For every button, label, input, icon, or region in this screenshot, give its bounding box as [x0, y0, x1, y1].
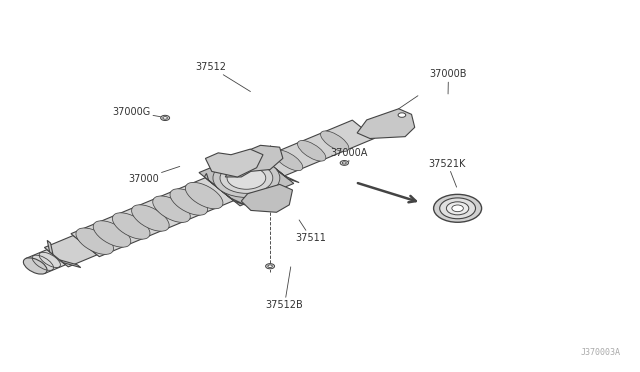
Ellipse shape	[268, 265, 273, 267]
Text: 37000A: 37000A	[331, 148, 368, 162]
Ellipse shape	[452, 205, 463, 212]
Polygon shape	[205, 149, 263, 177]
Text: 37511: 37511	[296, 220, 326, 243]
Ellipse shape	[340, 160, 349, 165]
Ellipse shape	[434, 194, 481, 222]
Polygon shape	[220, 189, 245, 205]
Polygon shape	[258, 151, 273, 167]
Ellipse shape	[113, 213, 150, 239]
Text: 37000: 37000	[128, 166, 180, 183]
Ellipse shape	[447, 202, 468, 215]
Ellipse shape	[220, 163, 273, 193]
Polygon shape	[26, 250, 66, 273]
Polygon shape	[44, 235, 97, 267]
Ellipse shape	[266, 264, 275, 269]
Polygon shape	[262, 120, 374, 176]
Ellipse shape	[153, 196, 190, 222]
Ellipse shape	[132, 205, 169, 231]
Text: J370003A: J370003A	[581, 348, 621, 357]
Ellipse shape	[163, 116, 168, 119]
Polygon shape	[204, 173, 220, 189]
Text: 37512: 37512	[195, 62, 250, 92]
Text: 37521K: 37521K	[429, 159, 466, 187]
Ellipse shape	[227, 167, 266, 189]
Ellipse shape	[170, 189, 207, 215]
Ellipse shape	[186, 182, 223, 209]
Polygon shape	[199, 150, 294, 206]
Ellipse shape	[93, 221, 131, 247]
Ellipse shape	[275, 150, 303, 171]
Polygon shape	[71, 178, 234, 257]
Text: 37000B: 37000B	[429, 70, 467, 94]
Text: 37000G: 37000G	[112, 107, 161, 117]
Polygon shape	[47, 240, 53, 254]
Ellipse shape	[76, 228, 113, 254]
Text: 37512B: 37512B	[266, 267, 303, 310]
Ellipse shape	[321, 131, 349, 151]
Polygon shape	[225, 145, 283, 177]
Polygon shape	[241, 185, 292, 212]
Polygon shape	[273, 167, 299, 183]
Polygon shape	[60, 260, 81, 267]
Ellipse shape	[213, 158, 280, 198]
Ellipse shape	[440, 198, 476, 219]
Ellipse shape	[298, 141, 326, 161]
Ellipse shape	[342, 162, 346, 164]
Ellipse shape	[161, 115, 170, 121]
Ellipse shape	[398, 113, 406, 117]
Ellipse shape	[24, 258, 47, 274]
Polygon shape	[357, 109, 415, 138]
